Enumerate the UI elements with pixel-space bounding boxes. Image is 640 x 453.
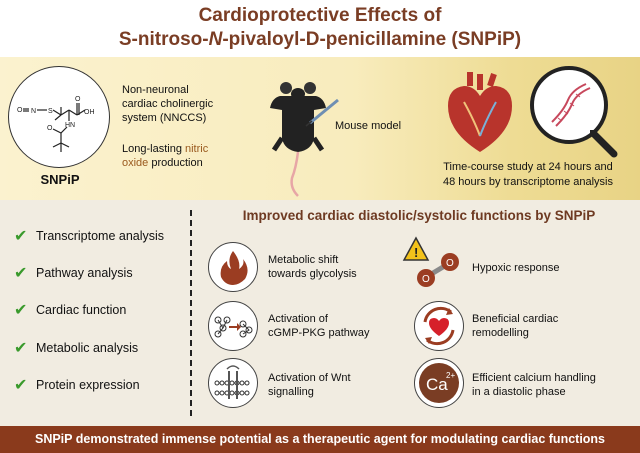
analysis-label: Pathway analysis — [36, 266, 133, 280]
time-course-line2: 48 hours by transcriptome analysis — [443, 176, 613, 188]
oxygen-atom-right: O — [446, 258, 454, 269]
heart-icon — [448, 72, 512, 152]
analysis-item: ✔ Transcriptome analysis — [14, 226, 164, 246]
function-label-line2: signalling — [268, 386, 314, 398]
pathway-glyph — [214, 316, 253, 338]
function-label-line2: cGMP-PKG pathway — [268, 327, 370, 339]
warning-icon: ! — [402, 236, 430, 261]
time-course-line1: Time-course study at 24 hours and — [443, 161, 613, 173]
atom-o3: O — [47, 125, 53, 132]
analysis-label: Cardiac function — [36, 303, 127, 317]
molecule-icon: O N S OH O HN O — [17, 96, 95, 152]
function-label-line2: remodelling — [472, 327, 529, 339]
molecule-structure: O N S OH O HN O — [8, 66, 110, 168]
function-label-line1: Hypoxic response — [472, 262, 560, 274]
check-icon: ✔ — [14, 228, 28, 245]
title-line2: S-nitroso-N-pivaloyl-D-penicillamine (SN… — [0, 29, 640, 51]
analysis-item: ✔ Metabolic analysis — [14, 338, 138, 358]
function-label-line1: Metabolic shift — [268, 254, 339, 266]
title-line2-pre: S-nitroso- — [118, 29, 209, 50]
analysis-label: Metabolic analysis — [36, 341, 139, 355]
oxygen-icon: O O — [414, 250, 464, 300]
functions-title: Improved cardiac diastolic/systolic func… — [242, 208, 596, 223]
atom-s1: S — [48, 108, 53, 115]
dna-icon — [551, 83, 591, 127]
desc-line2: cardiac cholinergic — [122, 98, 214, 110]
compound-name: SNPiP — [40, 172, 80, 187]
calcium-symbol: Ca — [426, 375, 448, 394]
heart-cycle-glyph — [423, 306, 455, 346]
analysis-item: ✔ Protein expression — [14, 375, 140, 395]
function-label: Beneficial cardiac remodelling — [472, 312, 558, 340]
check-icon: ✔ — [14, 302, 28, 319]
flame-icon — [208, 242, 258, 292]
oxygen-atom-left: O — [422, 274, 430, 285]
nnccs-description: Non-neuronal cardiac cholinergic system … — [122, 83, 213, 125]
analysis-item: ✔ Pathway analysis — [14, 263, 133, 283]
atom-n1: N — [31, 108, 36, 115]
section-divider — [190, 210, 192, 416]
desc-line5: oxide production — [122, 156, 208, 170]
check-icon: ✔ — [14, 377, 28, 394]
magnifier-handle-icon — [590, 130, 618, 158]
membrane-glyph — [214, 365, 250, 399]
function-label-line1: Activation of Wnt — [268, 372, 351, 384]
function-label-line2: towards glycolysis — [268, 268, 357, 280]
heart-cycle-icon — [414, 301, 464, 351]
page-title: Cardioprotective Effects of S-nitroso-N-… — [0, 0, 640, 56]
desc-line4-accent: nitric — [185, 143, 209, 155]
title-line2-italic: N — [208, 29, 223, 50]
atom-o2: O — [75, 96, 81, 103]
results-band — [0, 200, 640, 426]
desc-line5-post: production — [148, 157, 203, 169]
nitric-oxide-description: Long-lasting nitric oxide production — [122, 142, 208, 170]
calcium-glyph: Ca 2+ — [419, 363, 459, 403]
flame-glyph — [220, 251, 248, 285]
function-label: Metabolic shift towards glycolysis — [268, 253, 357, 281]
analysis-label: Protein expression — [36, 378, 140, 392]
function-label: Activation of cGMP-PKG pathway — [268, 312, 369, 340]
desc-line3: system (NNCCS) — [122, 112, 207, 124]
pathway-icon — [208, 301, 258, 351]
function-label: Activation of Wnt signalling — [268, 371, 351, 399]
title-line1: Cardioprotective Effects of — [198, 5, 442, 26]
calcium-charge: 2+ — [446, 371, 455, 380]
desc-line5-accent: oxide — [122, 157, 149, 169]
analysis-item: ✔ Cardiac function — [14, 300, 126, 320]
calcium-icon: Ca 2+ — [414, 358, 464, 408]
analysis-label: Transcriptome analysis — [36, 229, 165, 243]
desc-line4-pre: Long-lasting — [122, 143, 185, 155]
check-icon: ✔ — [14, 340, 28, 357]
function-label-line1: Beneficial cardiac — [472, 313, 559, 325]
function-label-line1: Efficient calcium handling — [472, 372, 596, 384]
conclusion-banner: SNPiP demonstrated immense potential as … — [0, 426, 640, 453]
atom-nh: HN — [65, 122, 75, 129]
time-course-label: Time-course study at 24 hours and 48 hou… — [422, 160, 634, 190]
function-label-line2: in a diastolic phase — [472, 386, 566, 398]
function-label-line1: Activation of — [268, 313, 328, 325]
atom-o1: O — [17, 107, 23, 114]
function-label: Efficient calcium handling in a diastoli… — [472, 371, 596, 399]
oxygen-molecule-icon: O O — [417, 253, 459, 287]
membrane-icon — [208, 358, 258, 408]
check-icon: ✔ — [14, 265, 28, 282]
mouse-icon — [270, 82, 339, 197]
title-line2-post: -pivaloyl-D-penicillamine (SNPiP) — [222, 29, 522, 50]
desc-line4: Long-lasting nitric — [122, 142, 208, 156]
mouse-model-label: Mouse model — [335, 120, 402, 132]
desc-line1: Non-neuronal — [122, 84, 189, 96]
warning-mark: ! — [414, 245, 418, 260]
function-label: Hypoxic response — [472, 261, 559, 275]
atom-oh: OH — [84, 109, 95, 116]
